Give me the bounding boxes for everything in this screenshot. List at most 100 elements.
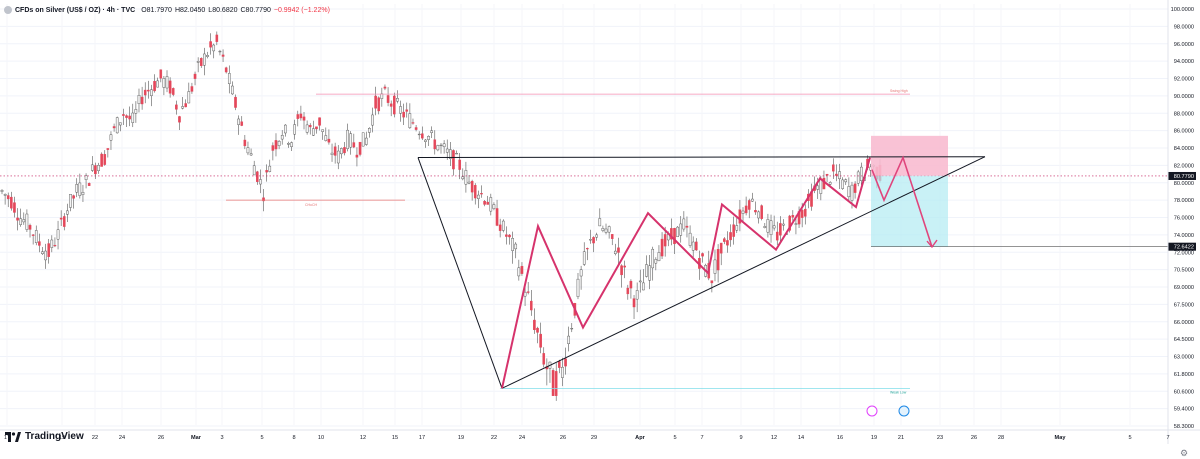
candle-body: [732, 224, 735, 237]
candle-body: [464, 170, 468, 185]
candle-body: [729, 232, 732, 241]
candle-body: [59, 217, 63, 220]
price-chart[interactable]: Swing High Weak Low CHoCH 100.0000 98.0000 9…: [0, 0, 1200, 444]
candle-body: [688, 232, 692, 246]
candle-body: [579, 269, 583, 277]
candle-body: [433, 139, 437, 150]
candle-body: [779, 223, 782, 236]
candle-body: [483, 200, 486, 205]
candle-body: [738, 209, 742, 224]
candle-body: [570, 328, 574, 330]
candle-body: [218, 50, 222, 53]
candle-body: [243, 139, 247, 147]
candle-body: [480, 193, 483, 195]
candle-body: [231, 85, 234, 95]
candle-body: [25, 213, 29, 230]
time-axis: 17 19 22 24 26 Mar 3 5 8 10 12 15 17 19 22 24 26 29 Apr 5 7 9…: [0, 429, 1200, 441]
candle-body: [355, 154, 359, 158]
time-tick-label: 12: [360, 435, 366, 441]
candle-body: [115, 117, 119, 134]
time-tick-label: Mar: [191, 435, 202, 441]
candle-body: [131, 112, 135, 123]
candle-body: [72, 195, 75, 199]
candle-body: [610, 234, 614, 239]
candle-body: [100, 153, 103, 167]
candle-body: [523, 291, 527, 297]
time-tick-label: 8: [292, 435, 295, 441]
candle-body: [635, 290, 639, 300]
candle-body: [156, 80, 159, 88]
candle-body: [598, 218, 602, 227]
price-tick-label: 72.0000: [1174, 250, 1194, 256]
candle-body: [526, 291, 530, 293]
price-tick-label: 88.0000: [1174, 111, 1194, 117]
triangle-left-line: [417, 157, 503, 389]
stop-loss-zone: [871, 135, 948, 176]
time-tick-label: 12: [771, 435, 777, 441]
candle-body: [97, 165, 100, 172]
candle-body: [623, 265, 626, 268]
candle-body: [782, 223, 785, 226]
candle-body: [81, 192, 85, 195]
candle-body: [277, 141, 281, 146]
candle-body: [346, 129, 349, 149]
candle-body: [514, 243, 518, 250]
settings-gear-icon[interactable]: ⚙: [1180, 448, 1189, 458]
price-tick-label: 64.5000: [1174, 337, 1194, 343]
candle-body: [642, 282, 645, 291]
candle-body: [299, 113, 303, 119]
candle-body: [405, 109, 409, 112]
candle-body: [744, 205, 748, 214]
candle-body: [352, 142, 356, 148]
candle-body: [140, 96, 144, 105]
candle-body: [31, 234, 35, 236]
time-tick-label: 5: [673, 435, 676, 441]
time-tick-label: 7: [700, 435, 703, 441]
candle-body: [343, 147, 346, 154]
candle-body: [0, 190, 4, 192]
price-tick-label: 96.0000: [1174, 42, 1194, 48]
choch-label: CHoCH: [305, 203, 318, 207]
time-tick-label: 17: [4, 435, 10, 441]
candle-body: [249, 153, 253, 156]
candle-body: [831, 164, 835, 172]
candle-body: [240, 121, 244, 126]
time-tick-label: 26: [158, 435, 164, 441]
price-tick-label: 86.0000: [1174, 129, 1194, 135]
time-tick-label: 9: [739, 435, 742, 441]
event-icon: [866, 405, 878, 417]
time-tick-label: 14: [798, 435, 804, 441]
time-tick-label: 28: [998, 435, 1004, 441]
take-profit-zone: [871, 175, 948, 247]
candle-body: [168, 80, 172, 94]
candle-body: [333, 146, 337, 156]
symbol-title[interactable]: CFDs on Silver (US$ / OZ) · 4h · TVC: [15, 6, 136, 14]
candle-body: [766, 219, 770, 233]
candle-body: [408, 113, 412, 128]
weak-low-label: Weak Low: [890, 390, 907, 394]
time-tick-label: 19: [871, 435, 877, 441]
candle-body: [726, 240, 729, 246]
candle-body: [501, 220, 505, 231]
candle-body: [757, 211, 760, 219]
candle-body: [595, 234, 598, 238]
candle-body: [293, 124, 296, 135]
candle-body: [318, 117, 321, 126]
time-tick-label: 5: [260, 435, 263, 441]
candle-body: [392, 95, 396, 115]
candle-body: [769, 220, 773, 235]
candle-body: [554, 371, 558, 396]
candle-body: [747, 200, 751, 210]
candle-body: [377, 97, 381, 112]
price-tick-label: 76.0000: [1174, 216, 1194, 222]
candle-body: [654, 259, 658, 264]
price-tick-label: 59.4000: [1174, 407, 1194, 413]
candle-body: [713, 259, 717, 274]
candle-body: [175, 104, 178, 110]
candle-body: [542, 353, 546, 365]
candle-body: [520, 265, 524, 274]
candle-body: [13, 202, 16, 213]
candle-body: [492, 204, 496, 209]
time-tick-label: May: [1055, 435, 1067, 441]
candle-body: [486, 201, 490, 205]
